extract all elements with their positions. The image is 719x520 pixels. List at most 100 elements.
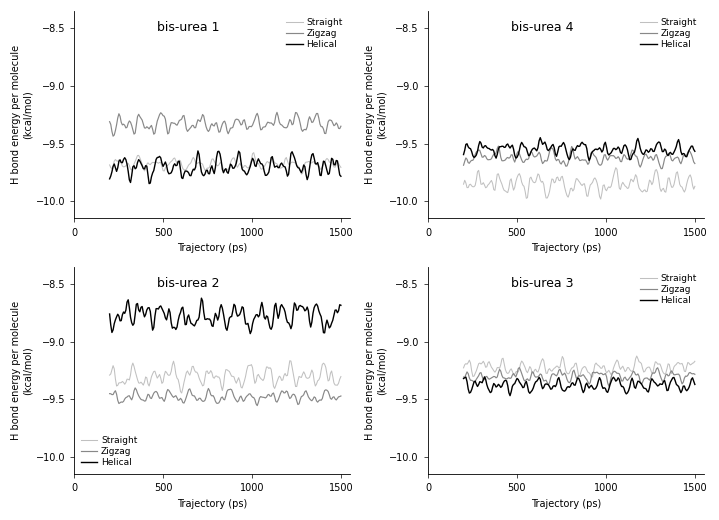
Helical (503, 382, 512, 388)
Y-axis label: H bond energy per molecule
(kcal/mol): H bond energy per molecule (kcal/mol) (365, 45, 387, 185)
Helical (690, 381, 699, 387)
Straight (587, 374, 596, 380)
Helical (148, 327, 157, 333)
Zigzag (522, 376, 531, 383)
Zigzag (503, 154, 512, 161)
Straight (596, 196, 605, 202)
Helical (505, 393, 514, 399)
Helical (167, 320, 175, 326)
Line: Straight: Straight (464, 356, 695, 377)
Helical (145, 180, 153, 187)
Straight (148, 159, 157, 165)
Zigzag (168, 393, 177, 399)
Zigzag (109, 133, 117, 139)
Text: bis-urea 1: bis-urea 1 (157, 21, 219, 34)
Zigzag (690, 371, 699, 378)
Line: Straight: Straight (109, 361, 341, 393)
Zigzag (150, 390, 158, 396)
Helical (105, 311, 114, 317)
Zigzag (327, 396, 336, 402)
Straight (285, 358, 294, 364)
Zigzag (273, 109, 281, 115)
Straight (459, 181, 468, 187)
Zigzag (494, 143, 503, 149)
Zigzag (105, 391, 114, 397)
Helical (673, 382, 682, 388)
Straight (119, 380, 128, 386)
Straight (114, 380, 123, 386)
Zigzag (253, 402, 262, 409)
Straight (673, 360, 682, 366)
X-axis label: Trajectory (ps): Trajectory (ps) (177, 243, 247, 253)
Helical (459, 151, 468, 158)
Straight (469, 373, 477, 380)
Straight (114, 157, 123, 163)
Line: Straight: Straight (464, 167, 695, 199)
Zigzag (319, 126, 328, 132)
Helical (197, 295, 206, 301)
Zigzag (168, 120, 177, 126)
Helical (114, 313, 123, 319)
Helical (119, 309, 128, 315)
Helical (473, 383, 482, 389)
Helical (119, 157, 128, 163)
Zigzag (503, 376, 511, 382)
Line: Zigzag: Zigzag (109, 388, 341, 406)
Zigzag (114, 400, 123, 407)
Helical (503, 141, 511, 148)
Helical (681, 386, 690, 393)
Helical (327, 155, 336, 161)
Line: Helical: Helical (109, 151, 341, 184)
Zigzag (131, 385, 139, 391)
Helical (521, 144, 529, 150)
Zigzag (319, 391, 328, 397)
Helical (168, 167, 177, 173)
Legend: Straight, Zigzag, Helical: Straight, Zigzag, Helical (283, 16, 345, 51)
Helical (150, 167, 158, 174)
Line: Helical: Helical (464, 138, 695, 161)
Y-axis label: H bond energy per molecule
(kcal/mol): H bond energy per molecule (kcal/mol) (11, 301, 32, 440)
Straight (503, 370, 511, 376)
Line: Helical: Helical (464, 377, 695, 396)
Zigzag (459, 162, 468, 168)
Straight (167, 158, 175, 164)
Straight (469, 184, 477, 190)
Helical (193, 148, 202, 154)
Helical (681, 153, 690, 160)
Helical (473, 148, 482, 154)
Text: bis-urea 4: bis-urea 4 (510, 21, 573, 34)
Straight (521, 365, 529, 371)
Zigzag (150, 131, 158, 137)
Line: Zigzag: Zigzag (109, 112, 341, 136)
Helical (480, 374, 489, 380)
Straight (319, 360, 328, 366)
Straight (319, 161, 328, 167)
Helical (319, 330, 328, 336)
Straight (473, 168, 482, 175)
Zigzag (690, 160, 699, 166)
Straight (521, 188, 529, 194)
Helical (690, 148, 699, 154)
Straight (681, 186, 690, 192)
Straight (249, 150, 258, 156)
Zigzag (515, 365, 523, 371)
Helical (536, 135, 544, 141)
Zigzag (673, 371, 682, 378)
Helical (523, 383, 532, 389)
Straight (633, 353, 641, 359)
Zigzag (522, 156, 531, 162)
Straight (105, 162, 114, 168)
Zigzag (327, 118, 336, 124)
Y-axis label: H bond energy per molecule
(kcal/mol): H bond energy per molecule (kcal/mol) (11, 45, 32, 185)
Straight (105, 372, 114, 378)
Line: Zigzag: Zigzag (464, 146, 695, 168)
Straight (327, 368, 336, 374)
Zigzag (116, 113, 124, 120)
Straight (336, 373, 345, 380)
Zigzag (673, 154, 682, 160)
Helical (673, 139, 682, 145)
Straight (459, 365, 468, 371)
Text: bis-urea 2: bis-urea 2 (157, 277, 219, 290)
Helical (459, 375, 468, 382)
Line: Helical: Helical (109, 298, 341, 334)
